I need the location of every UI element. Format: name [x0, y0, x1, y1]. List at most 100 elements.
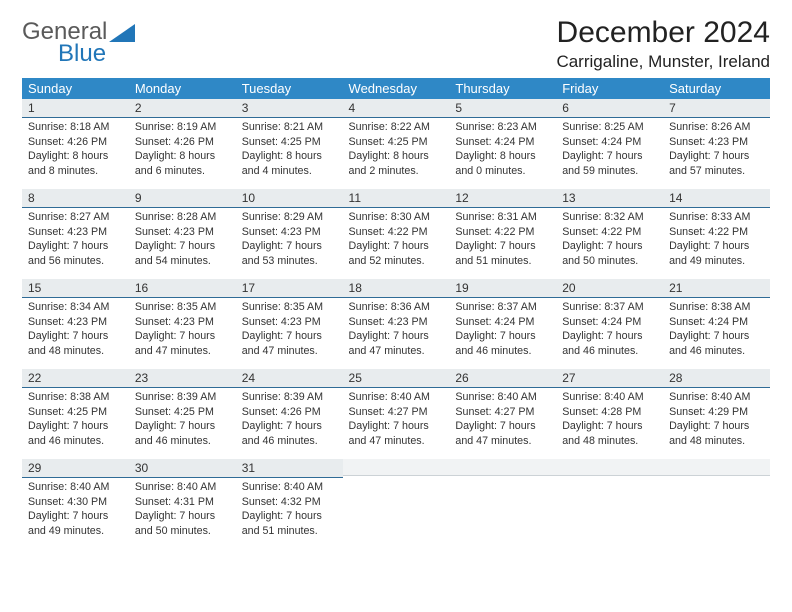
day-number: 4	[343, 99, 450, 118]
daylight-line: Daylight: 7 hours and 49 minutes.	[28, 509, 123, 538]
sunset-line: Sunset: 4:26 PM	[242, 405, 337, 419]
weekday-header: Friday	[556, 78, 663, 99]
empty-day	[556, 459, 663, 476]
weekday-header: Tuesday	[236, 78, 343, 99]
daylight-line: Daylight: 8 hours and 6 minutes.	[135, 149, 230, 178]
logo-triangle-icon	[109, 20, 135, 42]
sunrise-line: Sunrise: 8:34 AM	[28, 300, 123, 314]
calendar-cell: 22Sunrise: 8:38 AMSunset: 4:25 PMDayligh…	[22, 369, 129, 459]
day-details: Sunrise: 8:19 AMSunset: 4:26 PMDaylight:…	[129, 118, 236, 182]
daylight-line: Daylight: 8 hours and 2 minutes.	[349, 149, 444, 178]
daylight-line: Daylight: 7 hours and 53 minutes.	[242, 239, 337, 268]
sunset-line: Sunset: 4:22 PM	[562, 225, 657, 239]
sunrise-line: Sunrise: 8:26 AM	[669, 120, 764, 134]
daylight-line: Daylight: 7 hours and 48 minutes.	[28, 329, 123, 358]
sunset-line: Sunset: 4:27 PM	[349, 405, 444, 419]
empty-day	[343, 459, 450, 476]
sunrise-line: Sunrise: 8:40 AM	[669, 390, 764, 404]
sunrise-line: Sunrise: 8:32 AM	[562, 210, 657, 224]
calendar-cell: 5Sunrise: 8:23 AMSunset: 4:24 PMDaylight…	[449, 99, 556, 189]
sunrise-line: Sunrise: 8:39 AM	[242, 390, 337, 404]
header: General Blue December 2024 Carrigaline, …	[22, 16, 770, 72]
calendar-cell	[663, 459, 770, 549]
sunrise-line: Sunrise: 8:38 AM	[28, 390, 123, 404]
sunrise-line: Sunrise: 8:39 AM	[135, 390, 230, 404]
day-details: Sunrise: 8:28 AMSunset: 4:23 PMDaylight:…	[129, 208, 236, 272]
day-details: Sunrise: 8:32 AMSunset: 4:22 PMDaylight:…	[556, 208, 663, 272]
calendar-cell: 18Sunrise: 8:36 AMSunset: 4:23 PMDayligh…	[343, 279, 450, 369]
calendar-cell: 7Sunrise: 8:26 AMSunset: 4:23 PMDaylight…	[663, 99, 770, 189]
sunrise-line: Sunrise: 8:37 AM	[562, 300, 657, 314]
sunset-line: Sunset: 4:25 PM	[28, 405, 123, 419]
sunrise-line: Sunrise: 8:22 AM	[349, 120, 444, 134]
empty-day	[449, 459, 556, 476]
sunrise-line: Sunrise: 8:40 AM	[349, 390, 444, 404]
day-details: Sunrise: 8:40 AMSunset: 4:29 PMDaylight:…	[663, 388, 770, 452]
sunrise-line: Sunrise: 8:40 AM	[242, 480, 337, 494]
calendar-row: 15Sunrise: 8:34 AMSunset: 4:23 PMDayligh…	[22, 279, 770, 369]
sunset-line: Sunset: 4:23 PM	[242, 315, 337, 329]
day-details: Sunrise: 8:38 AMSunset: 4:25 PMDaylight:…	[22, 388, 129, 452]
calendar-cell: 9Sunrise: 8:28 AMSunset: 4:23 PMDaylight…	[129, 189, 236, 279]
sunset-line: Sunset: 4:29 PM	[669, 405, 764, 419]
day-details: Sunrise: 8:38 AMSunset: 4:24 PMDaylight:…	[663, 298, 770, 362]
day-number: 13	[556, 189, 663, 208]
sunset-line: Sunset: 4:23 PM	[28, 315, 123, 329]
sunset-line: Sunset: 4:24 PM	[562, 135, 657, 149]
sunrise-line: Sunrise: 8:36 AM	[349, 300, 444, 314]
day-number: 17	[236, 279, 343, 298]
day-details: Sunrise: 8:37 AMSunset: 4:24 PMDaylight:…	[556, 298, 663, 362]
calendar-row: 29Sunrise: 8:40 AMSunset: 4:30 PMDayligh…	[22, 459, 770, 549]
sunset-line: Sunset: 4:25 PM	[135, 405, 230, 419]
calendar-cell: 10Sunrise: 8:29 AMSunset: 4:23 PMDayligh…	[236, 189, 343, 279]
daylight-line: Daylight: 7 hours and 59 minutes.	[562, 149, 657, 178]
day-number: 5	[449, 99, 556, 118]
daylight-line: Daylight: 7 hours and 47 minutes.	[349, 419, 444, 448]
calendar-cell: 26Sunrise: 8:40 AMSunset: 4:27 PMDayligh…	[449, 369, 556, 459]
sunrise-line: Sunrise: 8:38 AM	[669, 300, 764, 314]
day-details: Sunrise: 8:18 AMSunset: 4:26 PMDaylight:…	[22, 118, 129, 182]
sunset-line: Sunset: 4:28 PM	[562, 405, 657, 419]
day-number: 16	[129, 279, 236, 298]
day-details: Sunrise: 8:31 AMSunset: 4:22 PMDaylight:…	[449, 208, 556, 272]
calendar-cell: 8Sunrise: 8:27 AMSunset: 4:23 PMDaylight…	[22, 189, 129, 279]
daylight-line: Daylight: 7 hours and 48 minutes.	[669, 419, 764, 448]
sunset-line: Sunset: 4:26 PM	[135, 135, 230, 149]
daylight-line: Daylight: 7 hours and 54 minutes.	[135, 239, 230, 268]
calendar-cell: 4 Sunrise: 8:22 AMSunset: 4:25 PMDaylight…	[343, 99, 450, 189]
empty-day	[663, 459, 770, 476]
sunset-line: Sunset: 4:24 PM	[455, 135, 550, 149]
title-block: December 2024 Carrigaline, Munster, Irel…	[556, 16, 770, 72]
sunrise-line: Sunrise: 8:40 AM	[28, 480, 123, 494]
day-number: 8	[22, 189, 129, 208]
day-number: 27	[556, 369, 663, 388]
sunset-line: Sunset: 4:23 PM	[669, 135, 764, 149]
sunrise-line: Sunrise: 8:31 AM	[455, 210, 550, 224]
calendar-row: 8Sunrise: 8:27 AMSunset: 4:23 PMDaylight…	[22, 189, 770, 279]
day-number: 19	[449, 279, 556, 298]
logo-line2: Blue	[58, 42, 107, 66]
day-number: 21	[663, 279, 770, 298]
day-details: Sunrise: 8:23 AMSunset: 4:24 PMDaylight:…	[449, 118, 556, 182]
sunrise-line: Sunrise: 8:25 AM	[562, 120, 657, 134]
day-details: Sunrise: 8:36 AMSunset: 4:23 PMDaylight:…	[343, 298, 450, 362]
sunset-line: Sunset: 4:25 PM	[349, 135, 444, 149]
daylight-line: Daylight: 8 hours and 0 minutes.	[455, 149, 550, 178]
day-number: 22	[22, 369, 129, 388]
sunset-line: Sunset: 4:24 PM	[669, 315, 764, 329]
calendar-cell: 30Sunrise: 8:40 AMSunset: 4:31 PMDayligh…	[129, 459, 236, 549]
weekday-header: Saturday	[663, 78, 770, 99]
page-title: December 2024	[556, 16, 770, 50]
calendar-cell: 12Sunrise: 8:31 AMSunset: 4:22 PMDayligh…	[449, 189, 556, 279]
daylight-line: Daylight: 7 hours and 47 minutes.	[455, 419, 550, 448]
day-number: 15	[22, 279, 129, 298]
calendar-cell: 14Sunrise: 8:33 AMSunset: 4:22 PMDayligh…	[663, 189, 770, 279]
calendar-cell: 20Sunrise: 8:37 AMSunset: 4:24 PMDayligh…	[556, 279, 663, 369]
sunrise-line: Sunrise: 8:35 AM	[135, 300, 230, 314]
calendar-cell: 31Sunrise: 8:40 AMSunset: 4:32 PMDayligh…	[236, 459, 343, 549]
sunset-line: Sunset: 4:24 PM	[562, 315, 657, 329]
weekday-header: Monday	[129, 78, 236, 99]
daylight-line: Daylight: 7 hours and 47 minutes.	[349, 329, 444, 358]
sunrise-line: Sunrise: 8:19 AM	[135, 120, 230, 134]
sunset-line: Sunset: 4:27 PM	[455, 405, 550, 419]
